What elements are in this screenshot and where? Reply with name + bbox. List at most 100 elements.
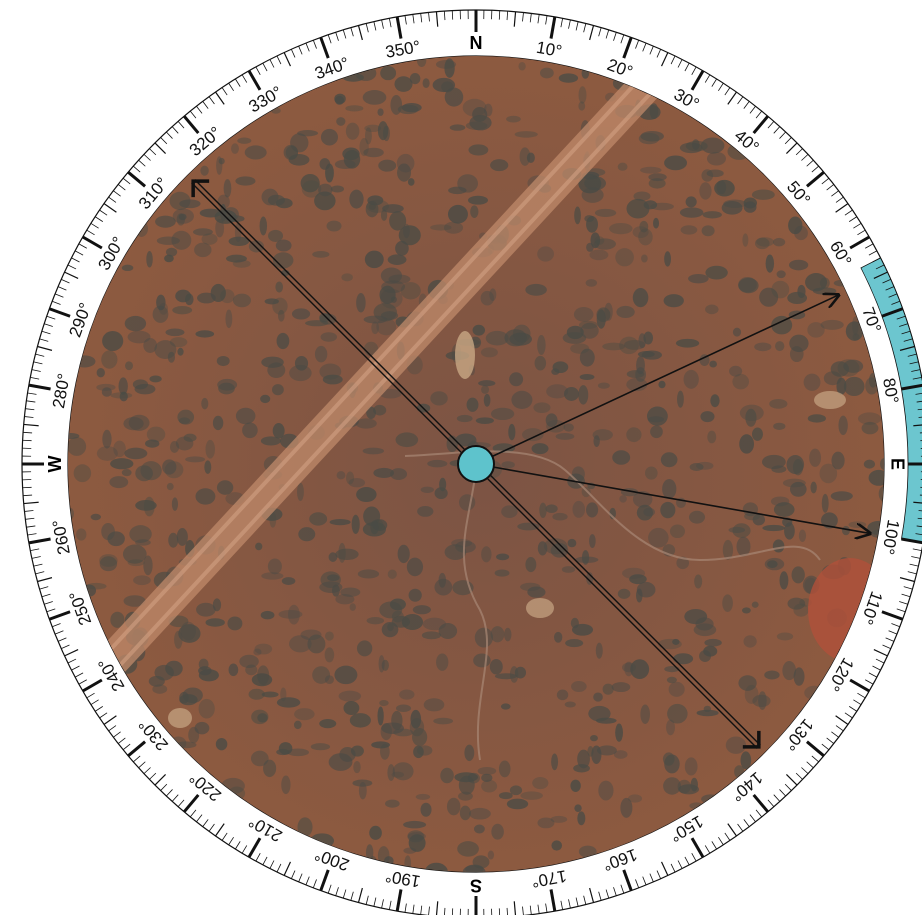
degree-tick — [737, 823, 744, 832]
degree-tick — [24, 510, 34, 512]
degree-tick — [853, 223, 862, 229]
degree-tick — [208, 96, 215, 105]
degree-tick — [381, 899, 384, 909]
degree-tick — [891, 623, 900, 628]
degree-tick — [537, 14, 540, 24]
degree-tick — [143, 767, 151, 774]
degree-tick — [255, 853, 261, 862]
degree-tick — [670, 863, 676, 873]
clearing — [455, 331, 475, 379]
degree-tick — [27, 392, 37, 395]
degree-tick — [78, 243, 87, 249]
degree-tick — [305, 876, 310, 886]
degree-tick — [143, 154, 151, 161]
degree-tick — [412, 14, 415, 24]
degree-tick — [575, 21, 579, 31]
degree-tick — [912, 376, 922, 380]
degree-tick — [276, 55, 282, 65]
bearing-rays — [191, 179, 870, 749]
degree-tick — [529, 905, 532, 915]
degree-tick — [891, 300, 900, 305]
degree-tick — [177, 799, 185, 807]
degree-tick — [373, 897, 377, 907]
degree-tick — [71, 257, 80, 263]
degree-tick — [868, 672, 878, 678]
degree-tick — [54, 630, 64, 635]
degree-tick — [99, 712, 108, 719]
degree-tick — [635, 879, 640, 888]
ray-135-line — [489, 474, 761, 746]
degree-tick — [37, 345, 53, 351]
degree-tick — [290, 49, 296, 58]
degree-tick — [865, 243, 874, 249]
degree-tick — [82, 235, 103, 250]
degree-tick — [78, 679, 87, 685]
degree-tick — [690, 837, 705, 858]
degree-tick — [138, 159, 146, 167]
degree-tick — [319, 36, 330, 59]
degree-tick — [388, 18, 392, 28]
degree-tick — [404, 15, 407, 25]
degree-tick — [901, 537, 922, 545]
degree-tick — [844, 712, 853, 719]
degree-tick — [319, 869, 330, 892]
degree-tick — [784, 137, 792, 145]
degree-tick — [737, 96, 744, 105]
degree-tick — [896, 315, 906, 320]
degree-tick — [888, 293, 898, 298]
degree-tick — [312, 879, 317, 888]
degree-tick — [853, 699, 862, 705]
degree-tick — [160, 783, 168, 791]
degree-tick — [298, 873, 303, 883]
degree-tick — [221, 87, 228, 96]
degree-tick — [885, 637, 895, 642]
degree-tick — [882, 278, 891, 284]
cardinal-labels: N E S W — [45, 33, 908, 896]
degree-tick — [113, 731, 121, 738]
degree-tick — [183, 793, 200, 813]
degree-tick — [39, 586, 49, 590]
degree-tick — [154, 142, 167, 155]
degree-tick — [395, 889, 403, 912]
degree-tick — [404, 903, 407, 913]
degree-tick — [919, 494, 922, 496]
degree-tick — [743, 101, 750, 109]
degree-tick — [875, 264, 885, 270]
degree-tick — [241, 74, 248, 83]
degree-tick — [907, 571, 917, 575]
degree-tick — [23, 431, 33, 434]
degree-tick — [901, 383, 922, 391]
degree-tick — [25, 517, 35, 520]
degree-tick — [912, 548, 922, 552]
degree-tick — [388, 900, 392, 910]
degree-tick — [857, 692, 866, 699]
degree-tick — [82, 678, 103, 693]
degree-tick — [919, 432, 922, 434]
degree-tick — [117, 184, 126, 191]
degree-tick — [202, 101, 209, 109]
degree-tick — [835, 196, 844, 203]
degree-tick — [656, 870, 662, 879]
degree-tick — [909, 361, 919, 365]
degree-tick — [916, 525, 922, 528]
degree-tick — [99, 209, 108, 216]
degree-tick — [255, 66, 261, 75]
degree-tick — [342, 889, 347, 899]
degree-tick — [117, 737, 126, 744]
footpath — [462, 469, 488, 761]
degree-tick — [113, 190, 121, 197]
degree-tick — [835, 725, 844, 732]
degree-tick — [568, 19, 571, 29]
degree-tick — [605, 29, 610, 39]
degree-tick — [767, 121, 775, 129]
degree-tick — [522, 12, 524, 22]
degree-tick — [909, 563, 919, 567]
degree-tick — [30, 376, 40, 380]
degree-tick — [704, 845, 711, 854]
degree-tick — [108, 196, 117, 203]
degree-tick — [917, 408, 922, 411]
degree-tick — [779, 789, 786, 797]
ray-315-line — [194, 179, 466, 451]
degree-tick — [443, 11, 446, 21]
degree-tick — [41, 593, 51, 598]
